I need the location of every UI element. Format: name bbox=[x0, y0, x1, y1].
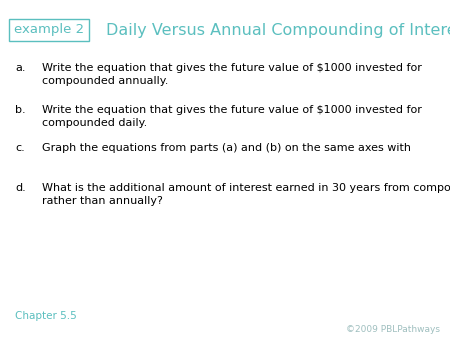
FancyBboxPatch shape bbox=[9, 19, 89, 41]
Text: Daily Versus Annual Compounding of Interest: Daily Versus Annual Compounding of Inter… bbox=[106, 23, 450, 38]
Text: compounded daily.: compounded daily. bbox=[42, 118, 147, 128]
Text: Write the equation that gives the future value of $1000 invested for: Write the equation that gives the future… bbox=[42, 105, 425, 115]
Text: compounded annually.: compounded annually. bbox=[42, 76, 168, 86]
Text: What is the additional amount of interest earned in 30 years from compounding da: What is the additional amount of interes… bbox=[42, 183, 450, 193]
Text: rather than annually?: rather than annually? bbox=[42, 196, 163, 206]
Text: example 2: example 2 bbox=[14, 24, 84, 37]
Text: a.: a. bbox=[15, 63, 26, 73]
Text: d.: d. bbox=[15, 183, 26, 193]
Text: Chapter 5.5: Chapter 5.5 bbox=[15, 311, 77, 321]
Text: Write the equation that gives the future value of $1000 invested for: Write the equation that gives the future… bbox=[42, 63, 425, 73]
Text: Graph the equations from parts (a) and (b) on the same axes with: Graph the equations from parts (a) and (… bbox=[42, 143, 414, 153]
Text: b.: b. bbox=[15, 105, 26, 115]
Text: c.: c. bbox=[15, 143, 25, 153]
Text: ©2009 PBLPathways: ©2009 PBLPathways bbox=[346, 325, 440, 335]
